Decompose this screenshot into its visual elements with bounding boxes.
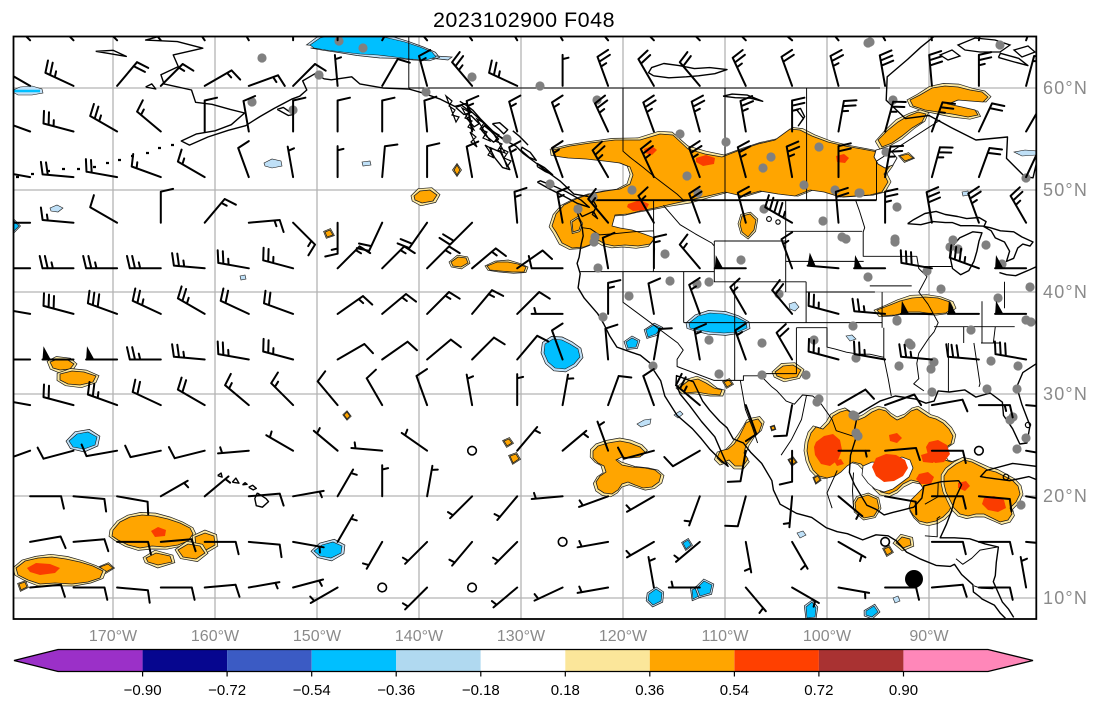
svg-text:0.36: 0.36 bbox=[635, 682, 664, 699]
svg-text:10°N: 10°N bbox=[1043, 588, 1088, 608]
svg-text:160°W: 160°W bbox=[191, 628, 240, 645]
svg-text:110°W: 110°W bbox=[701, 628, 749, 645]
svg-text:−0.54: −0.54 bbox=[293, 682, 331, 699]
svg-text:50°N: 50°N bbox=[1043, 180, 1088, 200]
svg-text:150°W: 150°W bbox=[293, 628, 342, 645]
svg-text:40°N: 40°N bbox=[1043, 282, 1088, 302]
svg-text:0.90: 0.90 bbox=[889, 682, 918, 699]
svg-text:100°W: 100°W bbox=[803, 628, 852, 645]
svg-text:90°W: 90°W bbox=[909, 628, 949, 645]
svg-text:30°N: 30°N bbox=[1043, 384, 1088, 404]
svg-text:20°N: 20°N bbox=[1043, 486, 1088, 506]
svg-text:−0.72: −0.72 bbox=[208, 682, 246, 699]
svg-text:−0.18: −0.18 bbox=[462, 682, 500, 699]
svg-text:170°W: 170°W bbox=[89, 628, 138, 645]
svg-text:120°W: 120°W bbox=[599, 628, 648, 645]
svg-text:−0.90: −0.90 bbox=[124, 682, 162, 699]
svg-text:140°W: 140°W bbox=[395, 628, 444, 645]
svg-text:2023102900 F048: 2023102900 F048 bbox=[433, 8, 615, 32]
svg-text:130°W: 130°W bbox=[497, 628, 546, 645]
svg-text:60°N: 60°N bbox=[1043, 78, 1088, 98]
svg-text:−0.36: −0.36 bbox=[377, 682, 415, 699]
svg-text:0.54: 0.54 bbox=[720, 682, 749, 699]
svg-text:0.18: 0.18 bbox=[551, 682, 580, 699]
svg-text:0.72: 0.72 bbox=[804, 682, 833, 699]
